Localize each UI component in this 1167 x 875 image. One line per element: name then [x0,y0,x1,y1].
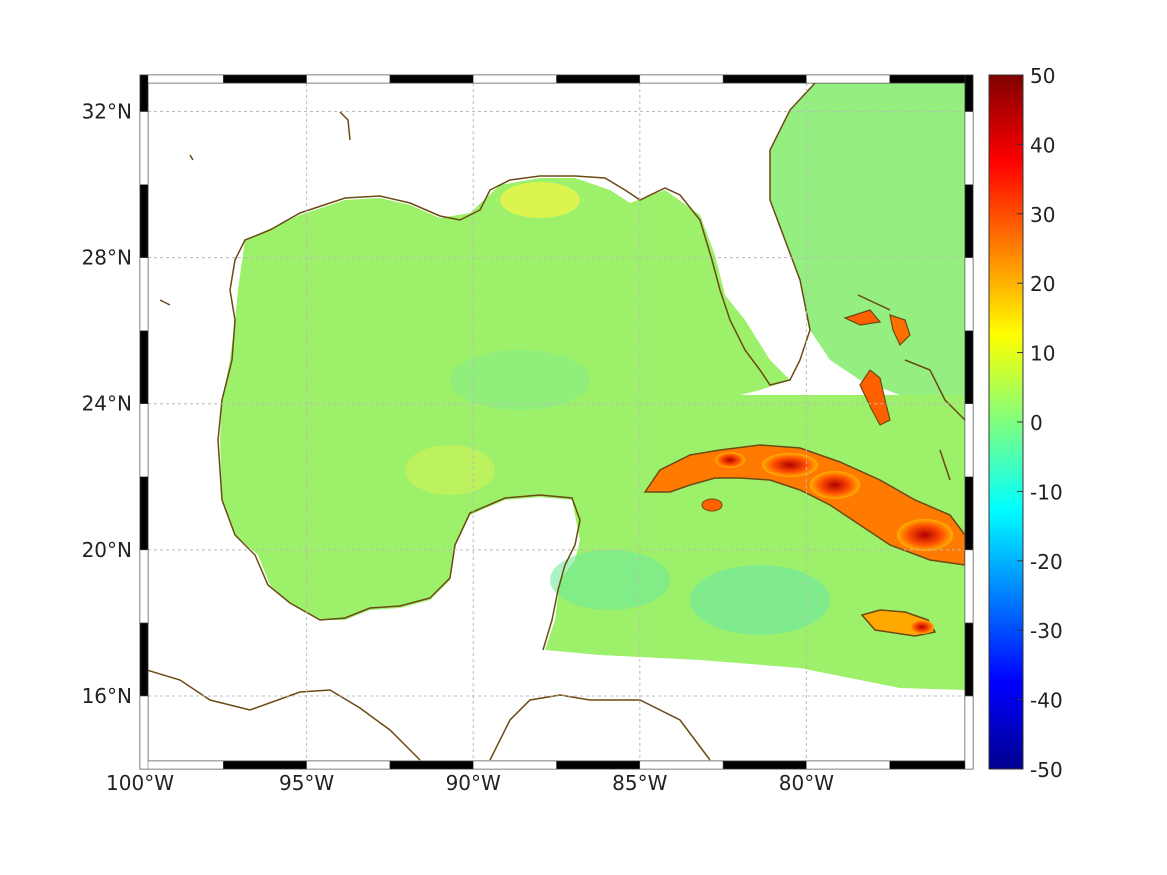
frame-segment [139,257,149,331]
frame-segment [639,74,724,84]
lat-tick-label: 32°N [82,100,132,124]
frame-segment [639,760,724,770]
frame-segment [223,760,307,770]
longitude-tick-labels: 100°W 95°W 90°W 85°W 80°W [106,771,834,795]
frame-segment [472,760,557,770]
colorbar-tick-label: 10 [1030,342,1055,366]
isla-de-la-juventud [701,498,723,512]
frame-segment [722,74,807,84]
hotspot [910,620,934,634]
frame-segment [964,111,974,185]
hotspot [715,452,745,468]
frame-segment [964,403,974,478]
colorbar: 50 40 30 20 10 0 -10 -20 -30 -40 -50 [988,64,1063,782]
grid-lines [139,83,965,761]
field-patch [450,350,590,410]
colorbar-tick-label: 20 [1030,272,1055,296]
frame-segment [306,74,391,84]
central-america-line [148,669,711,761]
frame-segment [306,760,391,770]
frame-segment [139,760,224,770]
map-frame [139,74,974,770]
frame-segment [964,695,974,770]
grand-bahama [843,309,882,326]
frame-segment [139,695,149,770]
frame-segment [556,74,641,84]
frame-segment [389,760,474,770]
frame-segment [139,330,149,404]
frame-segment [964,549,974,624]
frame-segment [139,111,149,185]
frame-segment [472,74,557,84]
frame-segment [139,622,149,697]
frame-segment [964,476,974,551]
frame-segment [223,74,307,84]
small-island-line [159,111,351,306]
frame-segment [139,549,149,624]
hotspot [810,471,860,499]
colorbar-tick-label: 50 [1030,64,1055,88]
colorbar-tick-label: 0 [1030,411,1043,435]
frame-segment [964,184,974,258]
colorbar-tick-label: -40 [1030,689,1063,713]
frame-segment [139,74,224,84]
mississippi-plume [500,182,580,218]
lat-tick-label: 24°N [82,392,132,416]
frame-segment [964,622,974,697]
andros-island [859,369,891,426]
lon-tick-label: 100°W [106,771,174,795]
lon-tick-label: 80°W [779,771,834,795]
lat-tick-label: 20°N [82,538,132,562]
lat-tick-label: 16°N [82,684,132,708]
lon-tick-label: 90°W [446,771,501,795]
lon-tick-label: 95°W [279,771,334,795]
frame-segment [389,74,474,84]
colorbar-tick-label: 30 [1030,203,1055,227]
gulf-of-mexico-field [220,178,965,690]
colorbar-tick-label: 40 [1030,133,1055,157]
colorbar-tick-label: -30 [1030,619,1063,643]
bahamas-line [857,294,965,481]
lat-tick-label: 28°N [82,246,132,270]
latitude-tick-labels: 16°N 20°N 24°N 28°N 32°N [82,100,132,708]
lon-tick-label: 85°W [612,771,667,795]
colorbar-tick-label: -10 [1030,480,1063,504]
map-area [148,83,965,761]
frame-segment [806,74,890,84]
frame-segment [556,760,641,770]
abaco-island [889,314,911,347]
hotspot [897,519,953,551]
field-patch [405,445,495,495]
frame-segment [139,74,149,112]
frame-segment [964,330,974,404]
field-patch [690,565,830,635]
cuba-anomaly [643,444,965,566]
colorbar-tick-label: -20 [1030,550,1063,574]
frame-segment [139,403,149,478]
gulf-coast-line [217,83,816,651]
frame-segment [964,257,974,331]
colorbar-tick-label: -50 [1030,758,1063,782]
frame-segment [889,74,974,84]
frame-segment [964,74,974,112]
frame-segment [806,760,890,770]
colorbar-tick-labels: 50 40 30 20 10 0 -10 -20 -30 -40 -50 [1017,64,1063,782]
hotspot [762,453,818,477]
atlantic-field [770,83,965,395]
frame-segment [139,476,149,551]
frame-segment [139,184,149,258]
frame-segment [889,760,974,770]
coastline [148,83,965,761]
frame-segment [722,760,807,770]
